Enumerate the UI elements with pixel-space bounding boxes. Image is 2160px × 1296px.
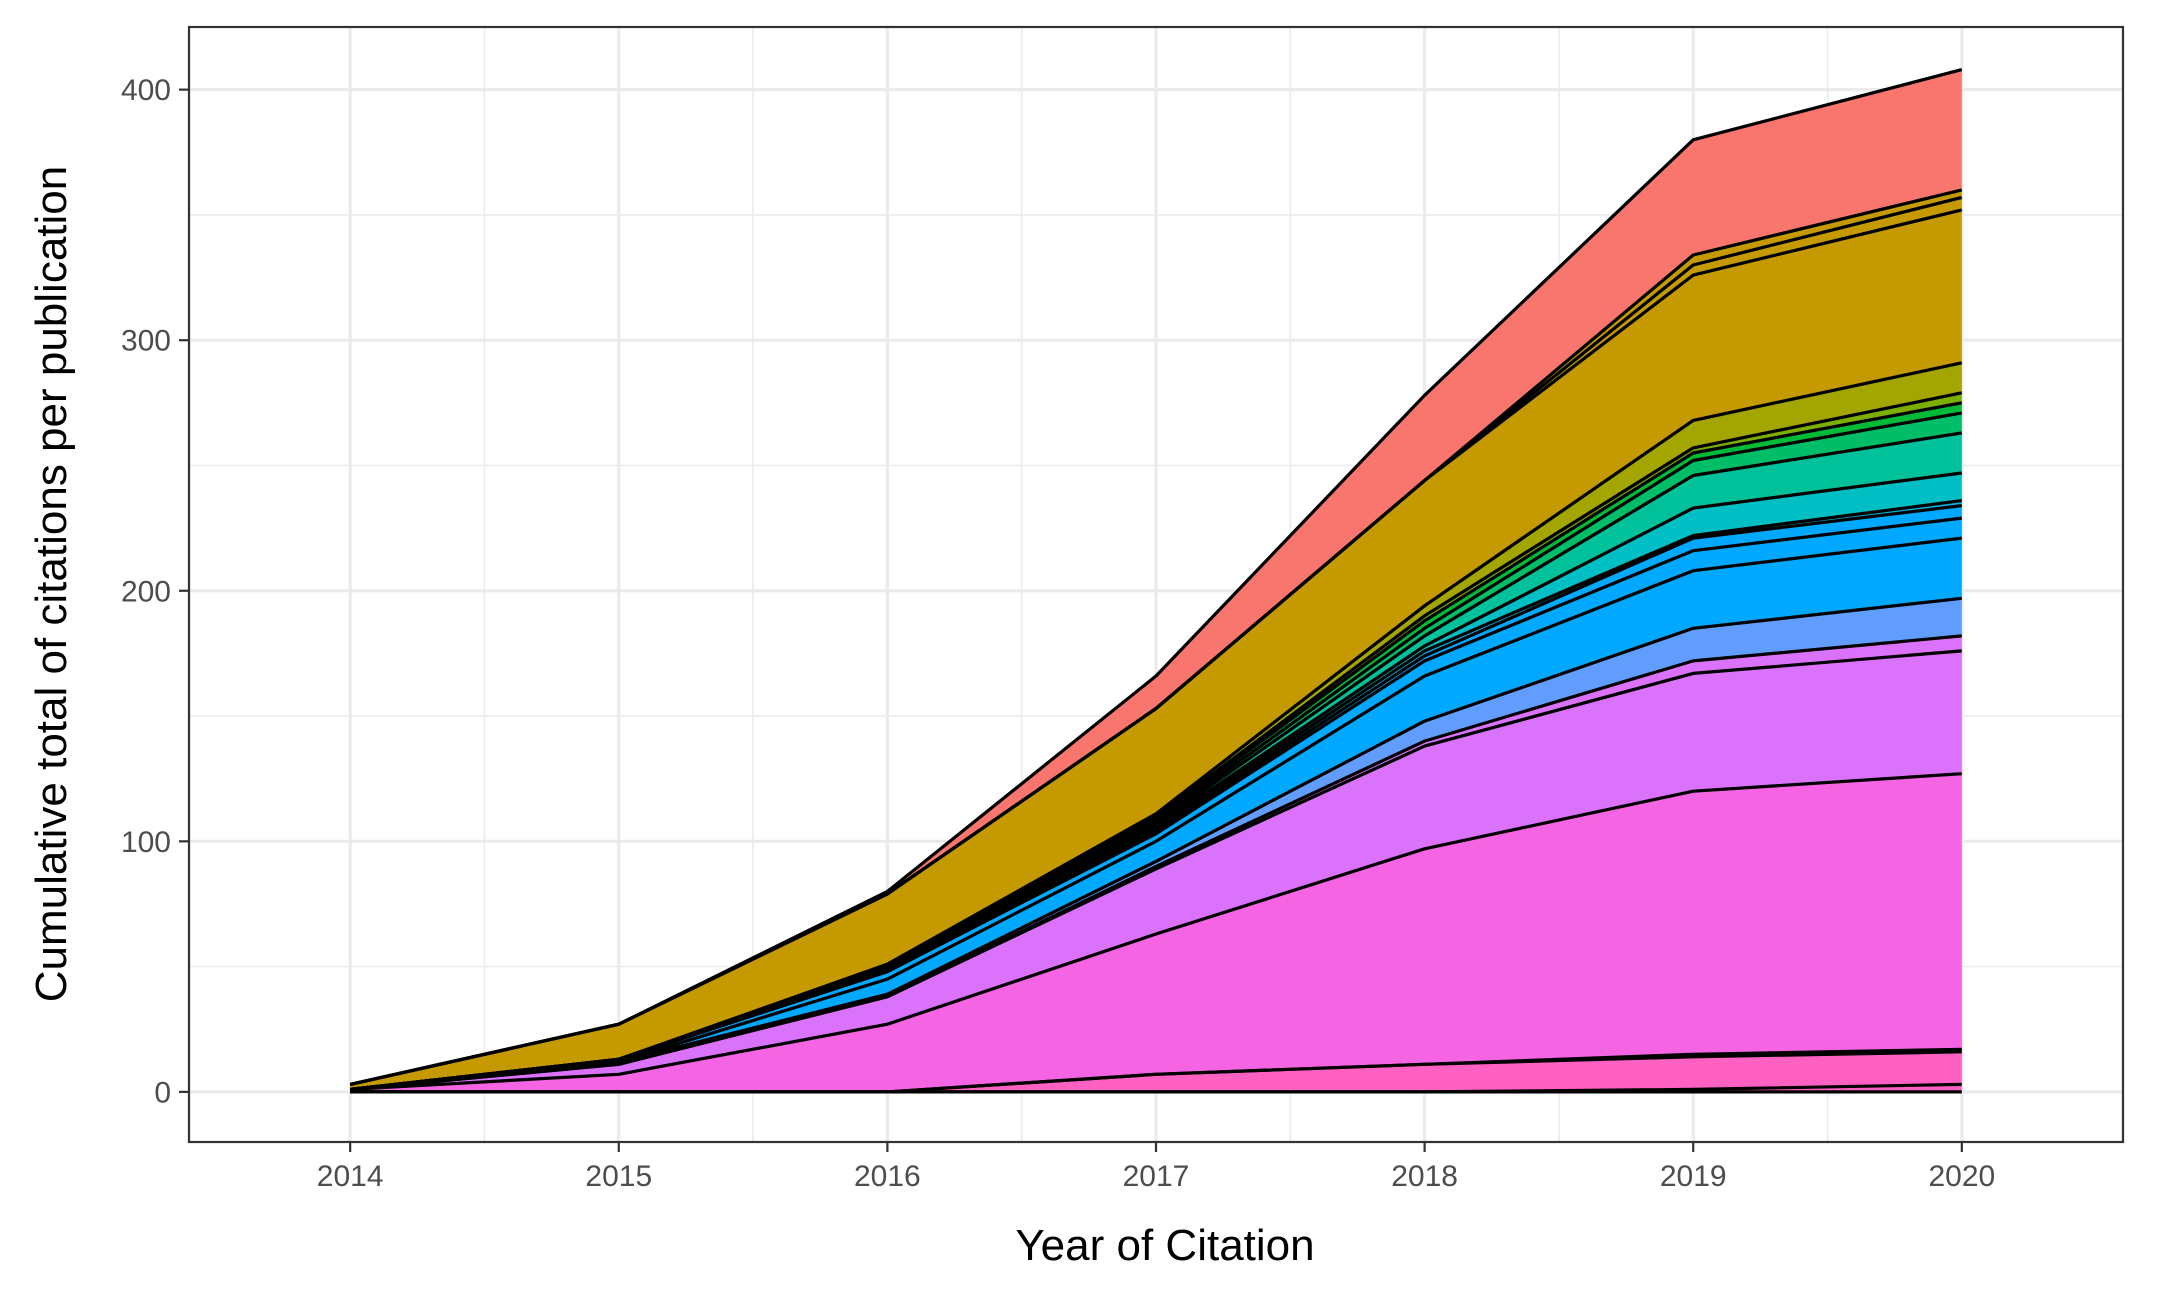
y-tick-label: 300 (121, 325, 171, 358)
area-series-18 (350, 209, 1962, 1090)
series-outline-21 (349, 68, 1963, 1086)
series-outline-4 (350, 772, 1962, 1091)
y-axis-title: Cumulative total of citations per public… (27, 166, 76, 1002)
series-outline-3 (350, 1047, 1962, 1094)
y-tick-label: 400 (121, 74, 171, 107)
area-series-8 (350, 538, 1962, 1090)
x-tick-label: 2014 (317, 1160, 384, 1193)
series-outline-8 (350, 536, 1962, 1091)
y-tick-label: 200 (121, 575, 171, 608)
y-tick-label: 100 (121, 826, 171, 859)
y-tick-label: 0 (154, 1076, 171, 1109)
x-axis-title: Year of Citation (1015, 1221, 1314, 1270)
x-axis: 2014 2015 2016 2017 2018 2019 2020 (317, 1142, 1995, 1193)
x-tick-label: 2015 (585, 1160, 652, 1193)
x-tick-label: 2020 (1928, 1160, 1995, 1193)
series-outline-6 (350, 634, 1962, 1091)
area-series-21 (350, 69, 1962, 1085)
series-outline-17 (350, 361, 1963, 1091)
x-tick-label: 2016 (854, 1160, 921, 1193)
area-series-7 (350, 598, 1962, 1090)
x-tick-label: 2017 (1123, 1160, 1190, 1193)
x-tick-label: 2018 (1391, 1160, 1458, 1193)
y-axis: 0 100 200 300 400 (121, 74, 189, 1109)
area-series-4 (350, 773, 1962, 1092)
series-outlines (349, 68, 1963, 1094)
x-tick-label: 2019 (1660, 1160, 1727, 1193)
